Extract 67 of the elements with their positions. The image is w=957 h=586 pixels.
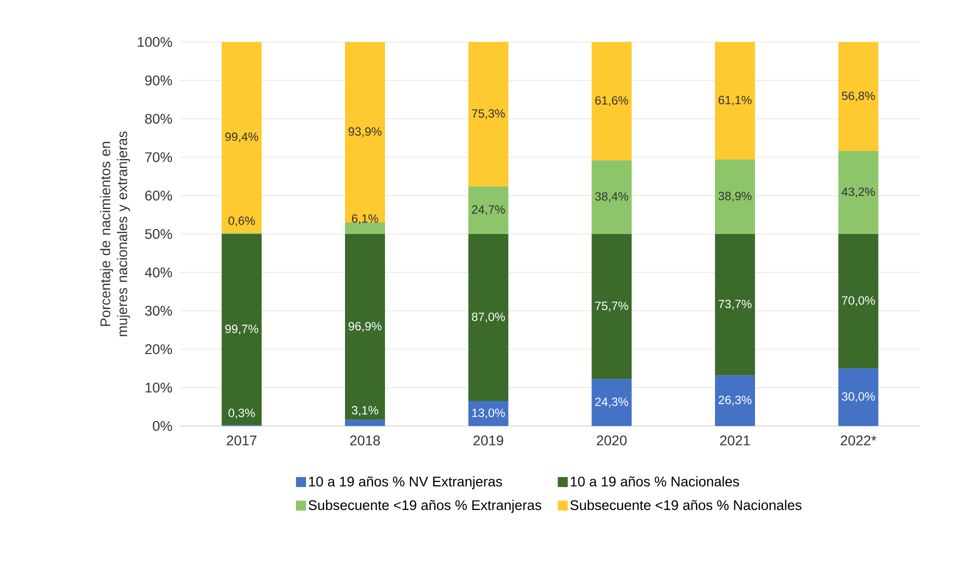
y-tick-label: 50% (145, 229, 172, 239)
annotation: 87,0% (472, 312, 505, 322)
x-tick-label: 2021 (720, 436, 750, 446)
bar (838, 151, 878, 234)
bar (715, 234, 756, 376)
bar (592, 160, 632, 234)
y-tick-label: 40% (144, 267, 172, 278)
annotation: 56,8% (842, 92, 875, 102)
y-tick-label: 0% (152, 421, 172, 431)
x-tick-label: 2018 (350, 436, 380, 446)
annotation: 13,0% (472, 408, 505, 418)
bar (592, 379, 632, 426)
x-tick-label: 2022* (840, 436, 876, 446)
annotation: 0,6% (228, 216, 255, 226)
y-tick-label: 10% (146, 382, 172, 393)
annotation: 38,4% (595, 192, 628, 202)
annotation: 61,6% (595, 96, 628, 106)
annotation: 24,7% (472, 205, 505, 216)
bar (222, 234, 262, 426)
y-tick-label: 20% (145, 344, 172, 354)
annotation: 30,0% (842, 392, 875, 402)
annotation: 99,4% (225, 132, 258, 142)
bar (345, 42, 385, 222)
annotation: 6,1% (352, 214, 378, 224)
y-tick-label: 30% (145, 306, 172, 316)
x-tick-label: 2020 (596, 436, 627, 446)
annotation: 73,7% (718, 300, 752, 310)
bar (592, 42, 632, 160)
bar (468, 186, 508, 234)
legend-label: 10 a 19 años % Nacionales (570, 476, 740, 487)
annotation: 0,3% (228, 408, 255, 419)
y-tick-label: 80% (145, 114, 172, 124)
x-tick-label: 2017 (226, 436, 256, 446)
annotation: 3,1% (352, 406, 378, 416)
bar (222, 42, 262, 233)
annotation: 75,3% (472, 109, 505, 120)
annotation: 99,7% (225, 324, 258, 335)
bar (345, 420, 385, 426)
bar (592, 234, 632, 380)
bar (838, 234, 878, 368)
bar (715, 160, 756, 234)
annotation: 96,9% (348, 322, 382, 332)
y-tick-label: 90% (145, 75, 172, 86)
bar (838, 368, 878, 426)
bar (715, 42, 756, 160)
legend-label: Subsecuente <19 años % Extranjeras (308, 500, 542, 513)
y-tick-label: 60% (145, 190, 172, 201)
y-tick-label: 70% (145, 152, 172, 162)
annotation: 24,3% (595, 398, 628, 408)
bar (838, 42, 878, 152)
annotation: 75,7% (595, 302, 628, 312)
annotation: 38,9% (718, 192, 752, 202)
annotation: 61,1% (718, 96, 752, 106)
annotation: 26,3% (718, 396, 752, 406)
bar (468, 401, 508, 426)
legend-label: Subsecuente <19 años % Nacionales (570, 500, 802, 510)
x-tick-label: 2019 (474, 436, 504, 446)
y-axis-title: Porcentaje de nacimientos en mujeres nacionales y extranjeras (100, 131, 130, 336)
y-tick-label: 100% (138, 37, 172, 47)
annotation: 70,0% (842, 296, 875, 306)
bar (468, 42, 508, 186)
legend-label: 10 a 19 años % NV Extranjeras (309, 476, 502, 490)
annotation: 93,9% (348, 127, 382, 138)
bar (715, 375, 756, 426)
bar (345, 234, 385, 420)
bar (468, 234, 508, 402)
annotation: 43,2% (842, 188, 875, 198)
